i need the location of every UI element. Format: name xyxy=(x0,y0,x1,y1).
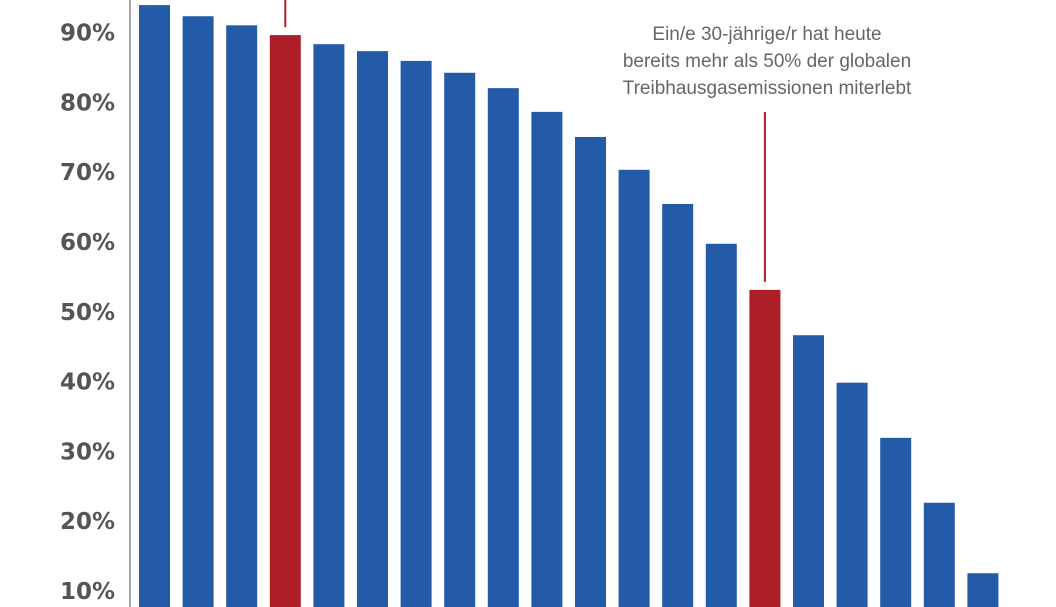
annotation-line-2: bereits mehr als 50% der globalen xyxy=(623,51,911,72)
bar xyxy=(400,60,432,607)
bar xyxy=(182,16,214,607)
bar xyxy=(662,204,694,607)
y-tick-label: 70% xyxy=(60,160,115,186)
y-tick-label: 60% xyxy=(60,230,115,256)
bar xyxy=(575,136,606,607)
bar xyxy=(836,382,868,607)
y-tick-label: 50% xyxy=(60,300,115,326)
highlighted-bar xyxy=(269,35,301,607)
bar xyxy=(531,111,563,607)
bar xyxy=(139,5,170,607)
bar xyxy=(444,72,476,607)
bar xyxy=(967,573,999,607)
bar xyxy=(793,335,824,607)
bar xyxy=(487,88,519,607)
bar xyxy=(618,169,650,607)
bar xyxy=(357,51,388,607)
annotation-line-3: Treibhausgasemissionen miterlebt xyxy=(623,78,912,99)
bar xyxy=(705,243,737,607)
y-tick-label: 30% xyxy=(60,439,115,465)
y-tick-label: 40% xyxy=(60,370,115,396)
bar xyxy=(226,25,258,607)
y-tick-label: 90% xyxy=(60,21,115,47)
y-tick-label: 20% xyxy=(60,509,115,535)
y-tick-label: 80% xyxy=(60,90,115,116)
y-tick-label: 10% xyxy=(60,579,115,605)
highlighted-bar xyxy=(749,289,781,607)
bar xyxy=(923,502,955,607)
bar xyxy=(880,437,912,607)
annotation-line-1: Ein/e 30-jährige/r hat heute xyxy=(652,24,881,45)
bar xyxy=(313,44,345,607)
